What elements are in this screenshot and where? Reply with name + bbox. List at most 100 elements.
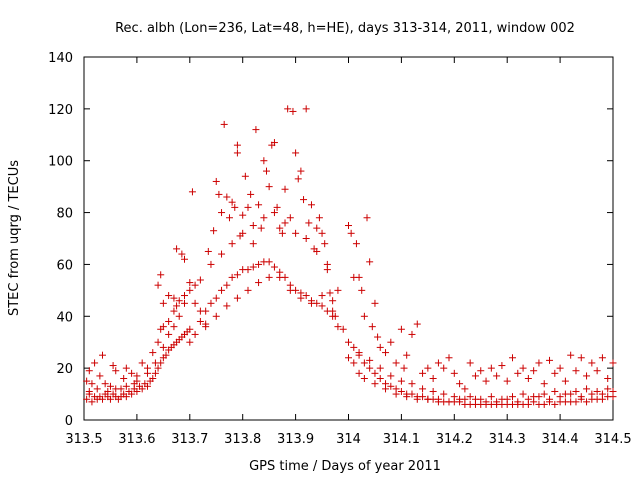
data-point [257, 224, 265, 232]
data-point [151, 369, 159, 377]
data-point [334, 286, 342, 294]
data-point [154, 338, 162, 346]
data-point [173, 245, 181, 253]
data-point [392, 390, 400, 398]
data-point [186, 279, 194, 287]
x-tick-label: 314 [336, 432, 361, 447]
data-point [278, 229, 286, 237]
data-point [326, 289, 334, 297]
data-point [220, 120, 228, 128]
data-point [276, 273, 284, 281]
data-point [175, 297, 183, 305]
data-point [400, 364, 408, 372]
data-point [273, 203, 281, 211]
data-point [360, 375, 368, 383]
data-point [151, 359, 159, 367]
data-point [360, 312, 368, 320]
data-point [413, 395, 421, 403]
data-point [345, 222, 352, 230]
data-point [88, 380, 96, 388]
data-point [252, 126, 260, 134]
data-point [609, 359, 617, 367]
data-point [302, 235, 310, 242]
data-point [424, 364, 432, 372]
data-point [239, 211, 247, 219]
data-point [109, 362, 117, 370]
data-point [260, 157, 268, 165]
data-point [593, 387, 601, 395]
data-point [218, 286, 226, 294]
y-tick-label: 20 [56, 362, 73, 377]
data-point [583, 372, 591, 380]
data-point [546, 356, 554, 364]
data-point [207, 299, 215, 307]
data-point [204, 247, 212, 255]
data-point [276, 224, 284, 232]
data-point [318, 302, 326, 310]
data-point [493, 398, 501, 406]
data-point [487, 393, 495, 401]
data-point [307, 299, 315, 307]
data-point [482, 398, 490, 406]
data-point [345, 354, 352, 362]
data-point [321, 240, 329, 248]
data-point [104, 387, 112, 395]
data-point [471, 372, 479, 380]
data-point [133, 387, 141, 395]
data-point [143, 369, 151, 377]
data-point [461, 395, 469, 403]
data-point [83, 377, 91, 385]
y-tick-label: 100 [48, 155, 73, 170]
data-point [540, 400, 548, 408]
data-point [231, 203, 239, 211]
data-point [162, 351, 170, 359]
data-point [202, 323, 210, 331]
data-point [371, 369, 379, 377]
y-tick-label: 40 [56, 310, 73, 325]
data-point [307, 201, 315, 209]
data-point [604, 385, 612, 393]
data-point [577, 354, 585, 362]
data-point [376, 364, 384, 372]
data-point [186, 325, 194, 333]
data-point [297, 167, 305, 175]
data-point [345, 338, 352, 346]
data-point [233, 141, 241, 149]
data-point [524, 395, 532, 403]
data-point [249, 222, 257, 230]
x-axis: 313.5 313.6 313.7 313.8 313.9 314 314.1 314.2 31… [65, 57, 632, 447]
data-point [387, 372, 395, 380]
data-point [302, 105, 310, 113]
data-point [165, 317, 173, 325]
data-point [551, 369, 559, 377]
x-tick-label: 313.5 [65, 432, 102, 447]
data-point [154, 281, 162, 289]
data-point [434, 359, 442, 367]
data-point [419, 369, 427, 377]
data-point [445, 398, 453, 406]
data-point [149, 349, 157, 357]
data-point [366, 364, 374, 372]
data-point [403, 351, 411, 359]
data-point [561, 377, 569, 385]
data-point [540, 380, 548, 388]
data-point [210, 227, 218, 235]
data-point [281, 185, 289, 193]
x-tick-label: 313.8 [224, 432, 261, 447]
data-point [83, 395, 91, 403]
data-point [524, 375, 532, 383]
data-point [233, 271, 241, 279]
data-point [186, 286, 194, 294]
data-point [292, 229, 300, 237]
data-point [440, 390, 448, 398]
data-point [535, 359, 543, 367]
data-point [358, 286, 366, 294]
data-point [397, 377, 405, 385]
data-point [466, 359, 474, 367]
data-point [265, 258, 273, 266]
data-point [302, 292, 310, 300]
data-point [91, 359, 99, 367]
data-point [286, 214, 294, 222]
data-point [434, 398, 442, 406]
data-point [371, 380, 379, 388]
